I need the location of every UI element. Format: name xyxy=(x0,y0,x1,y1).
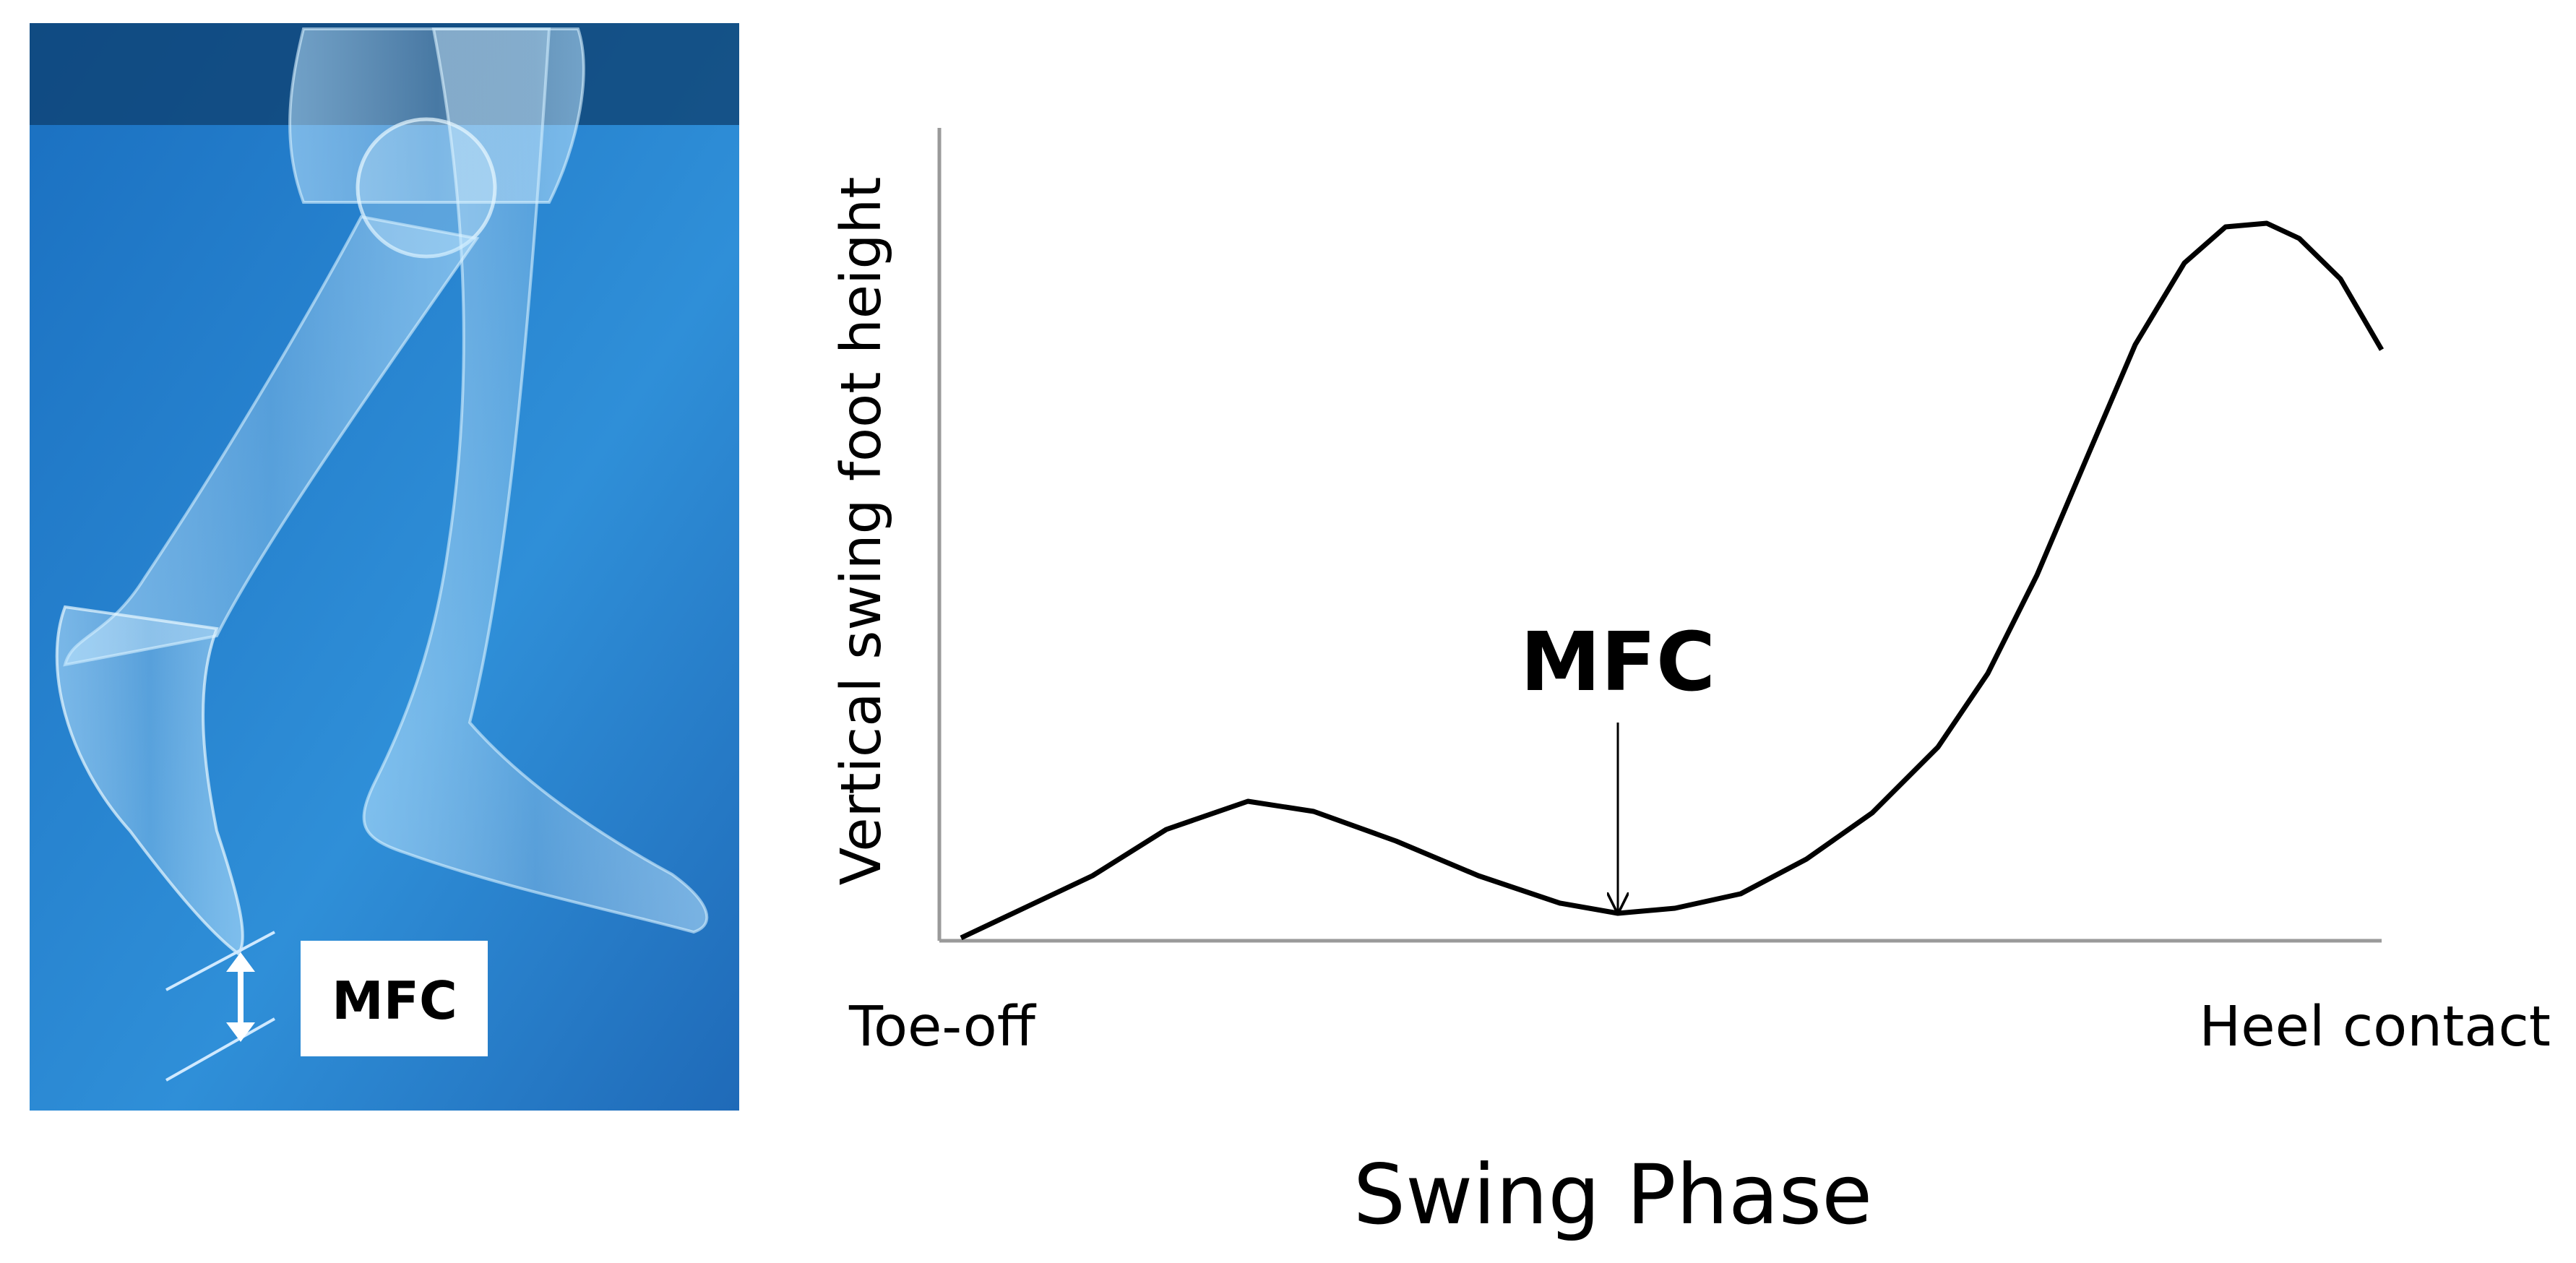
foot-height-curve xyxy=(960,220,2385,941)
x-axis-title: Swing Phase xyxy=(1353,1147,1873,1243)
illustration-label: MFC xyxy=(332,970,457,1031)
start-label: Toe-off xyxy=(848,995,1037,1059)
illustration-background xyxy=(30,23,739,1111)
end-label: Heel contact xyxy=(2199,995,2551,1059)
leg-illustration: MFC xyxy=(30,23,739,1111)
y-axis-label: Vertical swing foot height xyxy=(830,177,894,886)
back-leg xyxy=(362,27,709,934)
mfc-annotation: MFC xyxy=(1520,616,1715,710)
swing-graph: MFC Vertical swing foot height Toe-off H… xyxy=(830,128,2551,1243)
clearance-line xyxy=(165,1017,275,1082)
clearance-arrowheads xyxy=(226,952,255,1042)
label-box xyxy=(301,941,488,1056)
clearance-line xyxy=(165,931,275,991)
